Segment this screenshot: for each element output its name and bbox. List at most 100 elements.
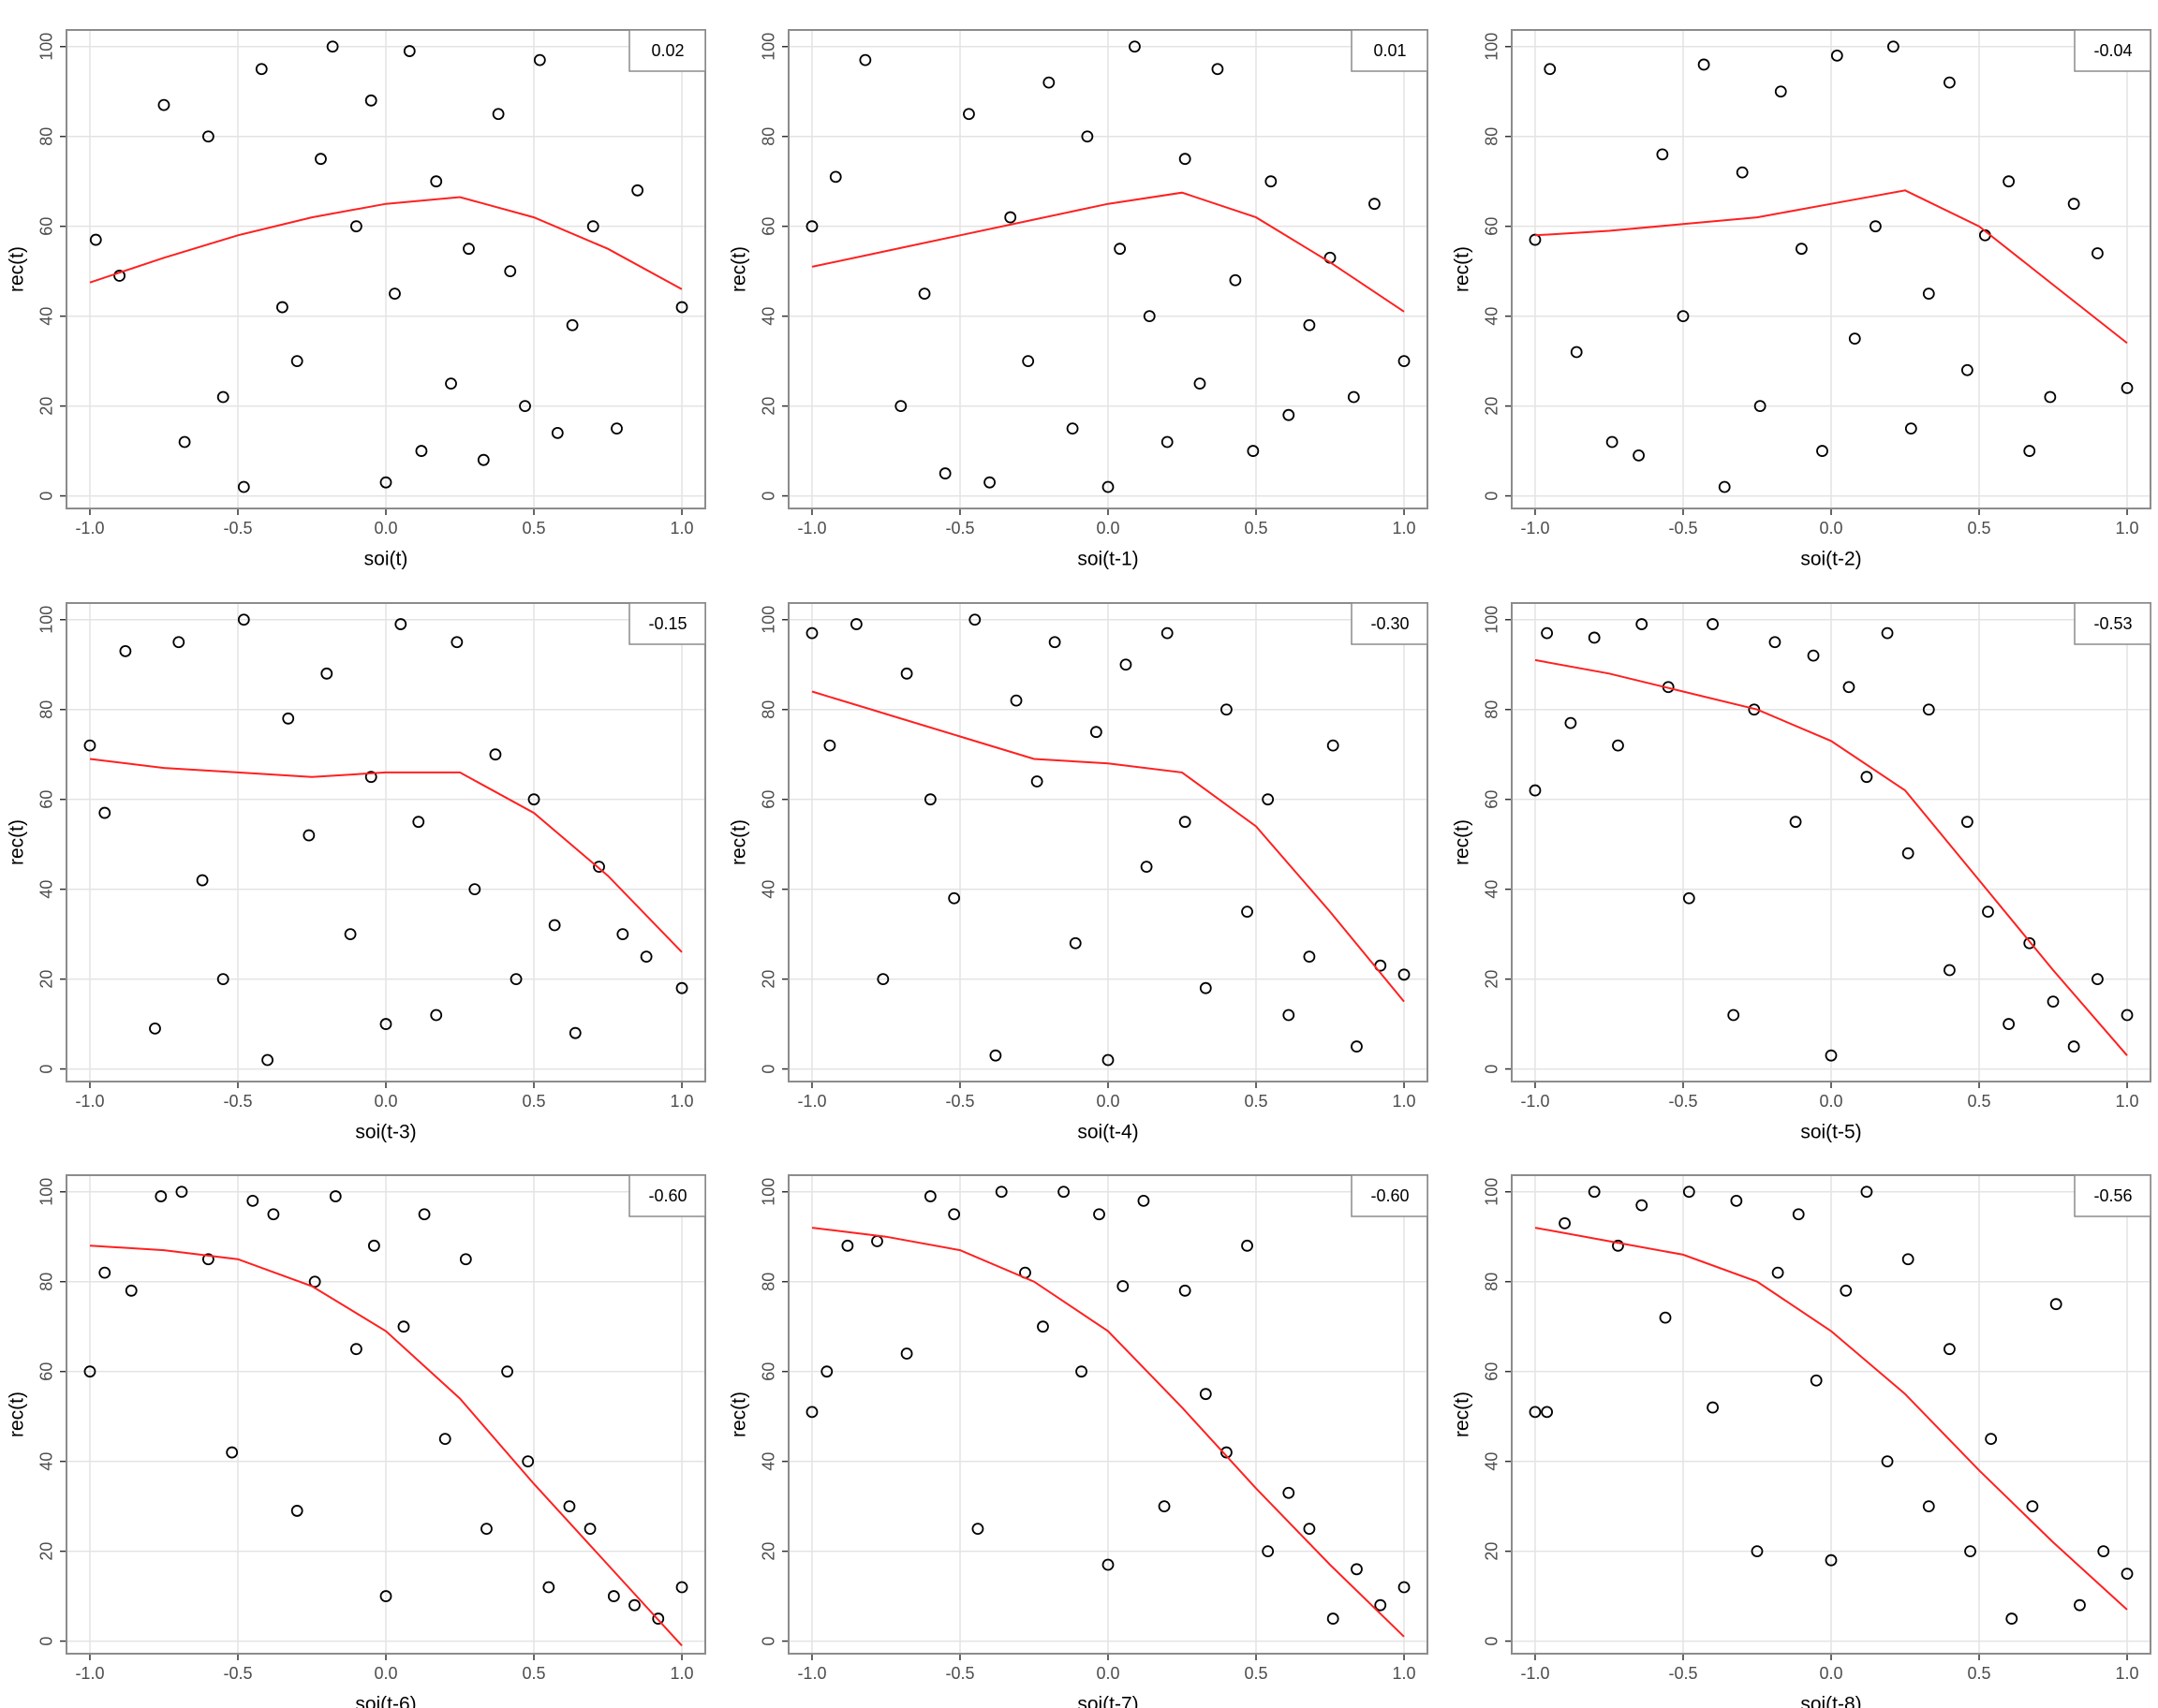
y-tick-label: 0 xyxy=(760,492,778,501)
point xyxy=(1347,390,1360,404)
y-tick-label: 40 xyxy=(37,307,56,326)
point xyxy=(1985,1433,1998,1446)
x-tick-label: 0.0 xyxy=(1096,1664,1119,1683)
y-axis-label: rec(t) xyxy=(7,246,28,292)
point xyxy=(1193,377,1206,390)
point xyxy=(1588,1185,1601,1199)
point xyxy=(871,1235,883,1247)
point xyxy=(290,1505,303,1517)
point xyxy=(533,53,546,66)
point xyxy=(1960,363,1973,376)
point xyxy=(261,1053,273,1067)
point xyxy=(125,1284,138,1297)
plot-border xyxy=(1511,602,2151,1082)
annotation-box xyxy=(2074,29,2151,72)
point xyxy=(1178,816,1191,829)
x-tick-label: 0.5 xyxy=(1968,519,1991,537)
point xyxy=(98,806,111,819)
plot-border xyxy=(788,602,1428,1082)
y-tick-label: 20 xyxy=(37,397,56,416)
point xyxy=(459,1253,472,1266)
point xyxy=(948,891,961,905)
point xyxy=(522,1455,535,1468)
point xyxy=(1544,63,1557,76)
y-axis-label: rec(t) xyxy=(729,246,750,292)
x-tick-label: 0.0 xyxy=(374,1092,397,1111)
point xyxy=(149,1022,161,1035)
y-tick-label: 80 xyxy=(760,700,778,719)
point xyxy=(492,108,505,121)
point xyxy=(566,318,579,331)
point xyxy=(924,793,937,806)
point xyxy=(1736,166,1749,179)
point xyxy=(201,130,214,143)
point xyxy=(1303,1523,1316,1536)
point xyxy=(2091,247,2104,259)
point xyxy=(1635,618,1648,630)
point xyxy=(1816,445,1828,457)
point xyxy=(2074,1598,2086,1612)
panel: -1.0 -0.5 0.0 0.5 1.0 0 20 40 60 80 100 -0.15 soi(t-… xyxy=(7,602,706,1143)
point xyxy=(1541,626,1554,640)
point xyxy=(379,1590,392,1602)
y-tick-label: 40 xyxy=(1483,307,1501,326)
point xyxy=(2049,1298,2062,1311)
point xyxy=(1881,1455,1894,1468)
point xyxy=(1229,273,1242,287)
point xyxy=(1081,130,1094,143)
x-tick-label: 0.0 xyxy=(1819,519,1842,537)
x-tick-label: 0.5 xyxy=(1968,1664,1991,1683)
y-tick-label: 20 xyxy=(760,1542,778,1561)
point xyxy=(1830,49,1843,62)
point xyxy=(675,981,688,994)
point xyxy=(1860,1185,1873,1199)
point xyxy=(1768,636,1781,649)
point xyxy=(1982,906,1994,919)
x-tick-label: 1.0 xyxy=(2116,1664,2139,1683)
point xyxy=(1010,694,1023,707)
y-tick-label: 100 xyxy=(760,33,778,61)
point xyxy=(255,63,268,76)
point xyxy=(1116,1280,1130,1292)
x-tick-label: -0.5 xyxy=(1668,519,1697,537)
x-tick-label: -1.0 xyxy=(75,1092,104,1111)
point xyxy=(1751,1545,1764,1558)
point xyxy=(175,1185,188,1199)
point xyxy=(1264,175,1278,188)
point xyxy=(569,1026,582,1039)
point xyxy=(1160,435,1174,449)
annotation-box xyxy=(1351,1174,1428,1217)
x-axis-label: soi(t-7) xyxy=(1077,1694,1138,1708)
point xyxy=(971,1523,984,1536)
y-tick-label: 40 xyxy=(760,307,778,326)
point xyxy=(397,1320,410,1333)
point xyxy=(675,301,688,314)
point xyxy=(1241,906,1253,919)
point xyxy=(1529,1406,1542,1419)
point xyxy=(1656,148,1669,161)
panel: -1.0 -0.5 0.0 0.5 1.0 0 20 40 60 80 100 -0.60 soi(t-… xyxy=(7,1174,706,1708)
x-tick-label: -1.0 xyxy=(1520,519,1549,537)
point xyxy=(1807,649,1820,662)
point xyxy=(1241,1239,1253,1252)
point xyxy=(501,1365,513,1378)
point xyxy=(2121,1568,2134,1580)
y-tick-label: 100 xyxy=(1483,33,1501,61)
point xyxy=(983,476,996,489)
point xyxy=(1944,1343,1956,1356)
point xyxy=(1114,243,1127,256)
point xyxy=(1635,1199,1648,1212)
point xyxy=(829,170,842,184)
point xyxy=(1588,631,1601,644)
point xyxy=(1529,784,1542,797)
y-tick-label: 100 xyxy=(37,33,56,61)
point xyxy=(1825,1049,1838,1062)
y-tick-label: 60 xyxy=(760,1362,778,1381)
point xyxy=(1101,480,1115,493)
point xyxy=(1101,1558,1115,1571)
point xyxy=(113,270,126,282)
plot-border xyxy=(66,1174,706,1655)
y-tick-label: 60 xyxy=(37,1362,56,1381)
point xyxy=(1960,816,1973,829)
